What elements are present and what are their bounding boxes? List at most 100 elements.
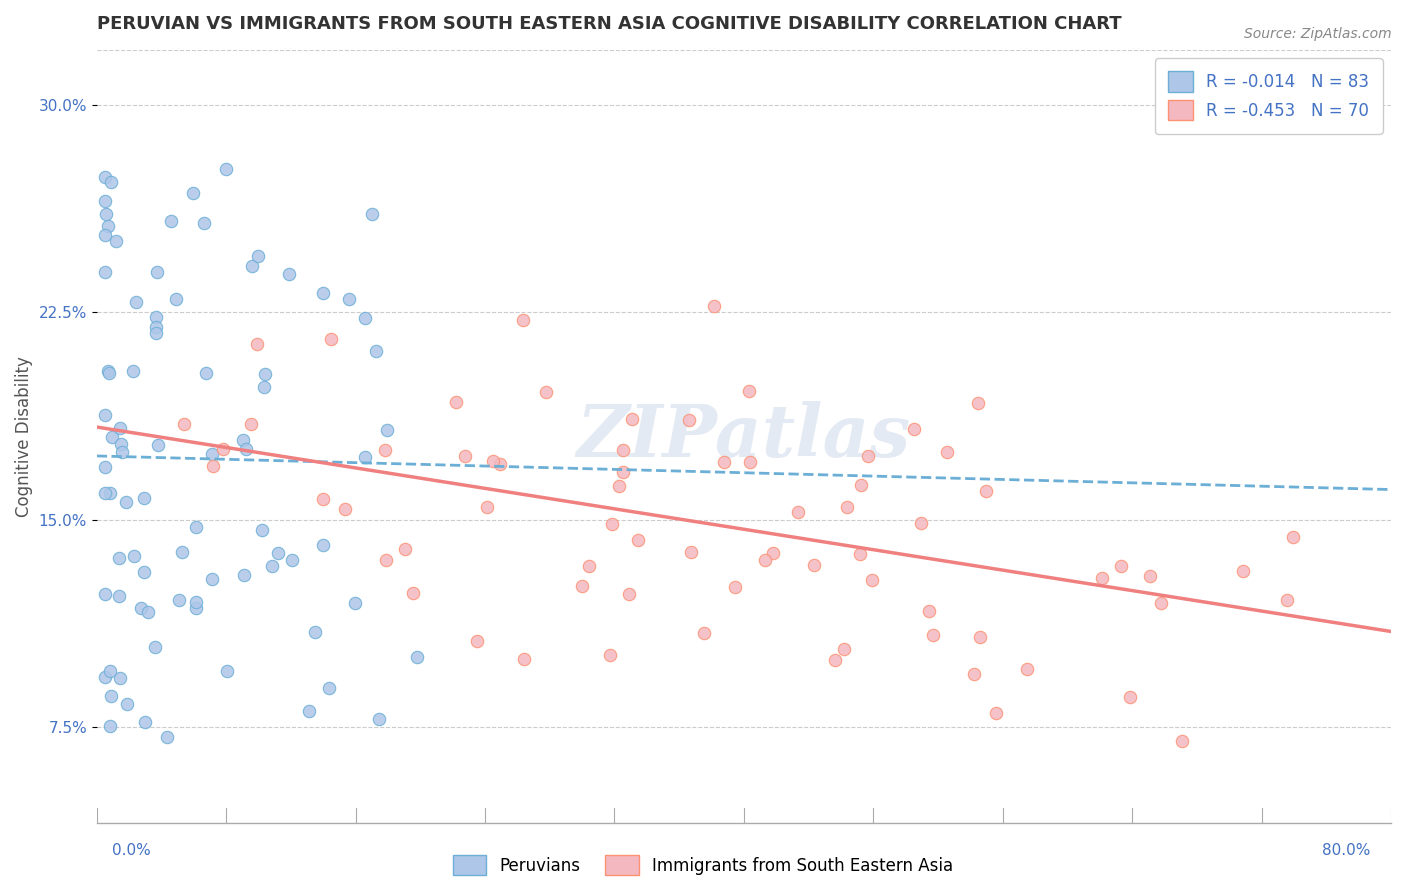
Point [703,299,725,313]
Point [475,500,498,514]
Point [963,667,986,681]
Point [115,697,138,711]
Point [246,337,269,351]
Point [280,553,302,567]
Point [681,545,703,559]
Point [312,538,335,552]
Point [115,495,138,509]
Point [373,443,395,458]
Point [318,681,340,696]
Point [146,265,169,279]
Point [110,420,132,434]
Point [713,455,735,469]
Point [534,384,557,399]
Point [156,730,179,744]
Point [353,311,375,326]
Point [862,574,884,588]
Point [1171,733,1194,747]
Point [94,587,117,601]
Point [444,394,467,409]
Point [824,653,846,667]
Point [105,234,128,248]
Point [267,546,290,560]
Point [600,516,623,531]
Point [678,413,700,427]
Point [762,546,785,560]
Point [260,559,283,574]
Point [100,175,122,189]
Point [612,465,634,479]
Point [361,206,384,220]
Point [108,589,131,603]
Point [146,438,169,452]
Point [754,553,776,567]
Point [803,558,825,572]
Point [453,449,475,463]
Point [170,545,193,559]
Point [512,313,534,327]
Point [375,423,398,437]
Point [110,671,132,685]
Point [184,520,207,534]
Point [1111,558,1133,573]
Text: ZIPatlas: ZIPatlas [576,401,911,472]
Point [738,384,761,399]
Point [122,364,145,378]
Point [100,689,122,703]
Point [974,484,997,499]
Point [849,477,872,491]
Point [253,380,276,394]
Point [617,587,640,601]
Point [94,459,117,474]
Point [134,491,156,506]
Point [693,625,716,640]
Point [402,586,425,600]
Point [578,558,600,573]
Point [193,216,215,230]
Point [136,605,159,619]
Point [298,704,321,718]
Point [97,219,120,233]
Point [98,485,121,500]
Point [97,366,120,380]
Point [94,408,117,422]
Point [173,417,195,431]
Point [724,580,747,594]
Point [1139,568,1161,582]
Point [96,207,118,221]
Point [367,712,389,726]
Point [609,479,631,493]
Point [97,364,120,378]
Point [240,259,263,273]
Point [212,442,235,456]
Point [513,651,536,665]
Point [621,412,644,426]
Point [98,664,121,678]
Point [834,642,856,657]
Point [599,648,621,662]
Point [1091,571,1114,585]
Point [94,670,117,684]
Point [935,445,957,459]
Point [304,625,326,640]
Point [917,604,939,618]
Point [337,292,360,306]
Point [921,628,943,642]
Point [488,457,510,471]
Point [910,516,932,530]
Point [1119,690,1142,704]
Point [903,422,925,436]
Text: 0.0%: 0.0% [112,843,152,858]
Point [110,437,132,451]
Point [215,161,238,176]
Point [250,523,273,537]
Point [201,458,224,473]
Point [184,594,207,608]
Point [835,500,858,515]
Point [364,343,387,358]
Point [232,568,254,582]
Point [145,319,167,334]
Point [612,442,634,457]
Point [1150,596,1173,610]
Point [969,630,991,644]
